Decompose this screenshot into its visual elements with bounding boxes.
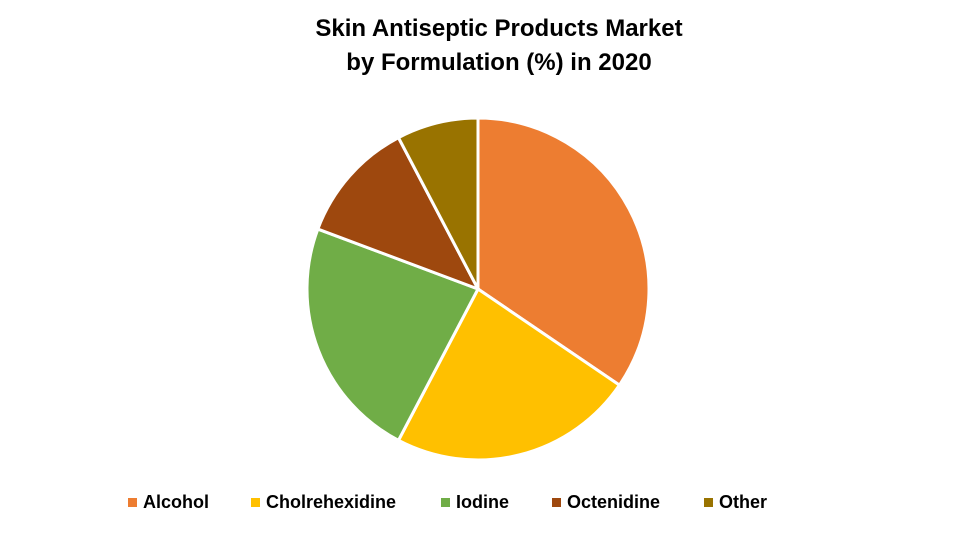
pie-slice-alcohol (476, 116, 651, 388)
chart-title-line-1: Skin Antiseptic Products Market (315, 15, 683, 42)
legend-swatch (704, 498, 713, 507)
legend-label: Other (719, 492, 768, 512)
legend-item-iodine: Iodine (441, 492, 509, 513)
chart-title-line-2: by Formulation (%) in 2020 (346, 49, 652, 76)
pie-slice-cholrehexidine (396, 286, 622, 462)
pie-slice-other (396, 116, 480, 290)
legend-swatch (552, 498, 561, 507)
legend-label: Cholrehexidine (266, 492, 397, 512)
legend-item-cholrehexidine: Cholrehexidine (251, 492, 396, 513)
legend-item-alcohol: Alcohol (128, 492, 209, 513)
legend-swatch (251, 498, 260, 507)
pie-slice-octenidine (315, 135, 482, 292)
legend-label: Iodine (456, 492, 509, 512)
legend-label: Alcohol (143, 492, 209, 512)
chart-legend: Alcohol Cholrehexidine Iodine Octenidine… (0, 492, 955, 516)
legend-label: Octenidine (567, 492, 661, 512)
legend-swatch (441, 498, 450, 507)
chart-title: Skin Antiseptic Products Market by Formu… (0, 12, 955, 80)
legend-item-octenidine: Octenidine (552, 492, 660, 513)
legend-swatch (128, 498, 137, 507)
legend-item-other: Other (704, 492, 767, 513)
pie-slice-iodine (305, 227, 481, 443)
